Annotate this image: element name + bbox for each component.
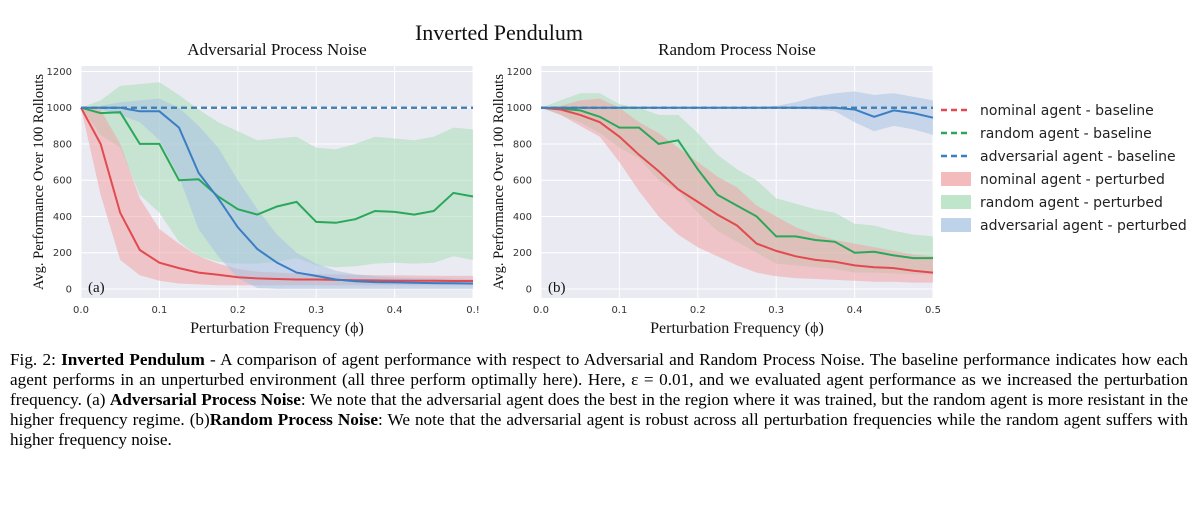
legend-label: nominal agent - baseline <box>980 103 1154 119</box>
figure-caption: Fig. 2: Inverted Pendulum - A comparison… <box>10 350 1188 450</box>
legend-item: adversarial agent - perturbed <box>941 218 1187 234</box>
legend: nominal agent - baseline random agent - b… <box>941 103 1187 234</box>
series-line-nominal <box>540 106 934 274</box>
caption-title: Inverted Pendulum <box>61 350 205 369</box>
series-line-adversarial <box>81 106 474 285</box>
y-tick-label: 1200 <box>507 67 532 78</box>
legend-item: nominal agent - baseline <box>941 103 1154 119</box>
panel-adversarial-process-noise: 0.0 0.1 0.2 0.3 0.4 0.!020040060080010001200A… <box>31 40 480 337</box>
x-tick-label: 0.2 <box>690 305 706 316</box>
figure: Inverted Pendulum 0.0 0.1 0.2 0.3 0.4 0.! 0 200… <box>31 20 1187 337</box>
legend-label: adversarial agent - baseline <box>980 149 1176 165</box>
x-tick-label: 0.4 <box>387 305 403 316</box>
x-axis-label: Perturbation Frequency (ϕ) <box>190 320 364 337</box>
x-tick-label: 0.0 <box>73 305 89 316</box>
y-tick-label: 600 <box>513 176 532 187</box>
y-tick-label: 200 <box>513 248 532 259</box>
x-axis-label: Perturbation Frequency (ϕ) <box>650 320 824 337</box>
legend-label: random agent - baseline <box>980 126 1152 142</box>
caption-part-a-text: : We note that the adversarial agent doe… <box>10 390 1188 429</box>
y-tick-label: 800 <box>513 139 532 150</box>
legend-item: random agent - perturbed <box>941 195 1163 211</box>
band-adversarial <box>541 91 933 135</box>
y-axis-label: Avg. Performance Over 100 Rollouts <box>31 74 47 290</box>
caption-fig-label: Fig. 2: <box>10 350 62 369</box>
panel-title: Random Process Noise <box>658 40 816 59</box>
y-tick-label: 400 <box>53 212 72 223</box>
y-tick-label: 200 <box>53 248 72 259</box>
y-tick-label: 1200 <box>47 67 72 78</box>
legend-item: nominal agent - perturbed <box>941 172 1165 188</box>
figure-suptitle: Inverted Pendulum <box>415 20 583 45</box>
band-nominal <box>541 98 933 283</box>
legend-swatch-patch <box>941 195 971 209</box>
panel-letter: (b) <box>548 280 566 296</box>
y-axis-label: Avg. Performance Over 100 Rollouts <box>491 74 507 290</box>
x-tick-label: 0.1 <box>611 305 627 316</box>
y-tick-label: 1000 <box>47 103 72 114</box>
panel-letter: (a) <box>88 280 105 296</box>
series-line-random <box>80 106 474 224</box>
y-tick-label: 800 <box>53 139 72 150</box>
series-line-nominal <box>80 107 473 282</box>
caption-part-b-title: Random Process Noise <box>209 410 378 429</box>
x-tick-label: 0.3 <box>308 305 324 316</box>
y-tick-label: 600 <box>53 176 72 187</box>
legend-label: random agent - perturbed <box>980 195 1163 211</box>
panel-random-process-noise: 0.0 0.1 0.2 0.3 0.4 0.5 0 200 400 600 800 1000 1200 R… <box>491 40 941 337</box>
legend-swatch-patch <box>941 218 971 232</box>
series-line-random <box>540 106 933 260</box>
legend-swatch-patch <box>941 172 971 186</box>
x-tick-label: 0.0 <box>533 305 549 316</box>
x-tick-label: 0.5 <box>925 305 941 316</box>
legend-item: adversarial agent - baseline <box>941 149 1176 165</box>
x-tick-label: 0.1 <box>151 305 167 316</box>
legend-item: random agent - baseline <box>941 126 1152 142</box>
legend-label: nominal agent - perturbed <box>980 172 1165 188</box>
caption-part-b-text: : We note that the adversarial agent is … <box>10 410 1188 449</box>
x-tick-label: 0.3 <box>768 305 784 316</box>
band-adversarial <box>81 98 473 289</box>
legend-label: adversarial agent - perturbed <box>980 218 1187 234</box>
caption-part-a-title: Adversarial Process Noise <box>109 390 301 409</box>
x-tick-label: 0.4 <box>847 305 863 316</box>
y-tick-label: 0 <box>526 284 532 295</box>
panel-title: Adversarial Process Noise <box>187 40 366 59</box>
y-tick-label: 400 <box>513 212 532 223</box>
x-tick-label: 0.2 <box>230 305 246 316</box>
y-tick-label: 0 <box>66 284 72 295</box>
caption-intro: - A comparison of agent performance with… <box>10 350 1189 409</box>
x-tick-label: 0.! <box>466 305 480 316</box>
y-tick-label: 1000 <box>507 103 532 114</box>
